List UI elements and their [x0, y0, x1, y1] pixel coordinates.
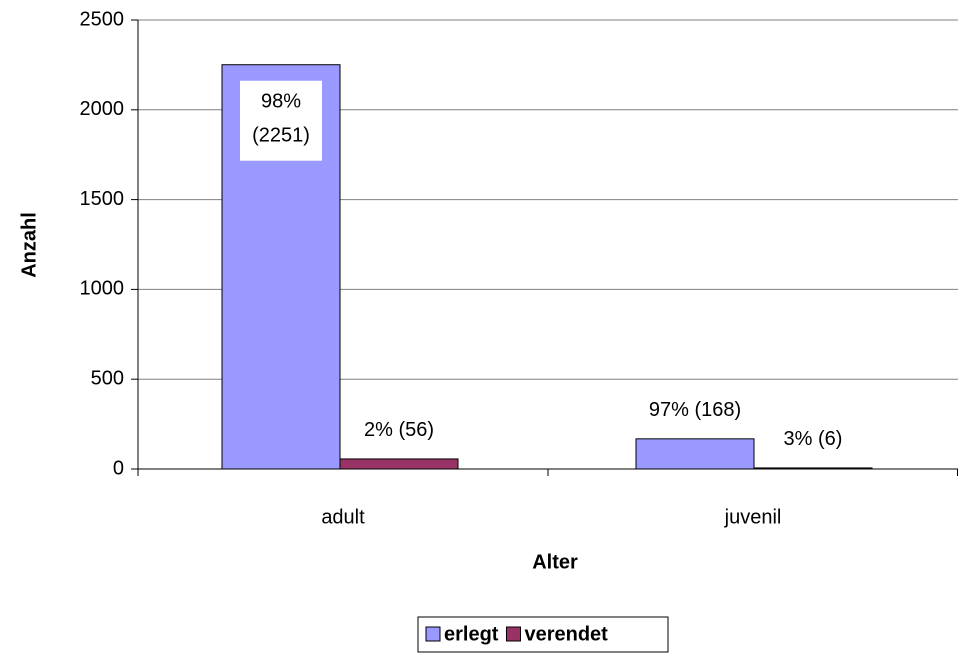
value-label-line: (2251) [252, 125, 310, 147]
value-label-line: 98% [261, 91, 301, 113]
legend-swatch [505, 626, 521, 642]
bar [635, 438, 755, 470]
value-label: 97% (168) [649, 399, 741, 421]
y-tick-label: 2500 [80, 8, 125, 30]
legend-label: verendet [524, 623, 608, 645]
x-axis-label: Alter [532, 551, 578, 573]
value-label-box [240, 80, 322, 161]
bar [339, 458, 459, 470]
bar [753, 467, 873, 470]
value-label: 3% (6) [784, 428, 843, 450]
y-tick-label: 2000 [80, 98, 125, 120]
legend-label: erlegt [444, 623, 499, 645]
x-tick-label: juvenil [724, 506, 782, 528]
x-tick-label: adult [321, 506, 365, 528]
legend-swatch [425, 626, 441, 642]
value-label: 2% (56) [364, 419, 434, 441]
y-axis-label: Anzahl [18, 212, 40, 278]
value-label: 98% (2251) [252, 91, 310, 147]
legend-box [417, 616, 669, 653]
y-tick-label: 1000 [80, 278, 125, 300]
y-tick-label: 1500 [80, 188, 125, 210]
y-tick-label: 500 [91, 367, 124, 389]
y-tick-label: 0 [113, 457, 124, 479]
